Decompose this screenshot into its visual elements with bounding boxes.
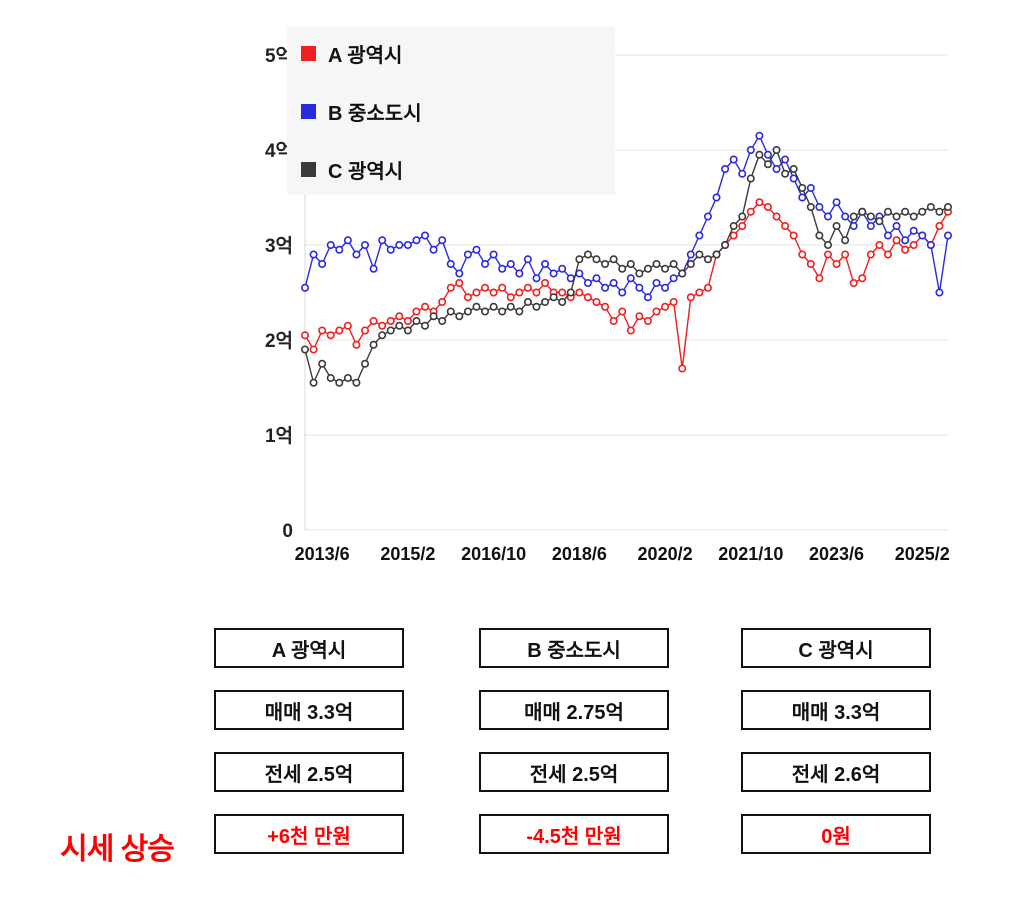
- svg-text:2015/2: 2015/2: [380, 544, 435, 564]
- summary-change-c: 0원: [741, 814, 931, 854]
- legend-label-a: A 광역시: [328, 44, 403, 67]
- legend-swatch-red-icon: [301, 45, 316, 61]
- svg-text:2020/2: 2020/2: [638, 544, 693, 564]
- summary-column-c: C 광역시 매매 3.3억 전세 2.6억 0원: [741, 628, 931, 876]
- legend-label-c: C 광역시: [328, 160, 404, 183]
- summary-change-b: -4.5천 만원: [479, 814, 669, 854]
- summary-column-b: B 중소도시 매매 2.75억 전세 2.5억 -4.5천 만원: [479, 628, 669, 876]
- svg-text:5억: 5억: [265, 45, 293, 67]
- svg-text:0: 0: [282, 521, 293, 542]
- svg-text:2억: 2억: [265, 330, 293, 352]
- svg-text:2016/10: 2016/10: [461, 544, 526, 564]
- svg-text:1억: 1억: [265, 425, 293, 447]
- summary-header-b: B 중소도시: [479, 628, 669, 668]
- svg-text:2025/2: 2025/2: [895, 544, 950, 564]
- svg-text:2018/6: 2018/6: [552, 544, 607, 564]
- summary-jeonse-a: 전세 2.5억: [214, 752, 404, 792]
- summary-sale-c: 매매 3.3억: [741, 690, 931, 730]
- summary-jeonse-b: 전세 2.5억: [479, 752, 669, 792]
- summary-change-a: +6천 만원: [214, 814, 404, 854]
- summary-header-c: C 광역시: [741, 628, 931, 668]
- svg-text:2013/6: 2013/6: [295, 544, 350, 564]
- svg-text:3억: 3억: [265, 235, 293, 257]
- summary-jeonse-c: 전세 2.6억: [741, 752, 931, 792]
- legend-swatch-black-icon: [301, 161, 316, 177]
- svg-text:2023/6: 2023/6: [809, 544, 864, 564]
- legend-label-b: B 중소도시: [328, 102, 422, 125]
- legend-item-c: C 광역시: [301, 151, 601, 187]
- legend-item-a: A 광역시: [301, 35, 601, 71]
- svg-text:4억: 4억: [265, 140, 293, 162]
- svg-text:2021/10: 2021/10: [718, 544, 783, 564]
- summary-sale-b: 매매 2.75억: [479, 690, 669, 730]
- summary-sale-a: 매매 3.3억: [214, 690, 404, 730]
- summary-header-a: A 광역시: [214, 628, 404, 668]
- legend-item-b: B 중소도시: [301, 93, 601, 129]
- summary-column-a: A 광역시 매매 3.3억 전세 2.5억 +6천 만원: [214, 628, 404, 876]
- chart-legend: A 광역시 B 중소도시 C 광역시: [287, 27, 615, 195]
- summary-row-label: 시세 상승: [60, 833, 175, 866]
- legend-swatch-blue-icon: [301, 103, 316, 119]
- summary-table: 시세 상승 A 광역시 매매 3.3억 전세 2.5억 +6천 만원 B 중소도…: [0, 628, 1034, 888]
- line-chart-canvas: 0 1억 2억 3억 4억 5억 2013/6 2015/2 2016/10 2018/6 2020…: [265, 45, 952, 564]
- price-trend-chart: 0 1억 2억 3억 4억 5억 2013/6 2015/2 2016/10 2018/6 2020…: [235, 25, 1005, 585]
